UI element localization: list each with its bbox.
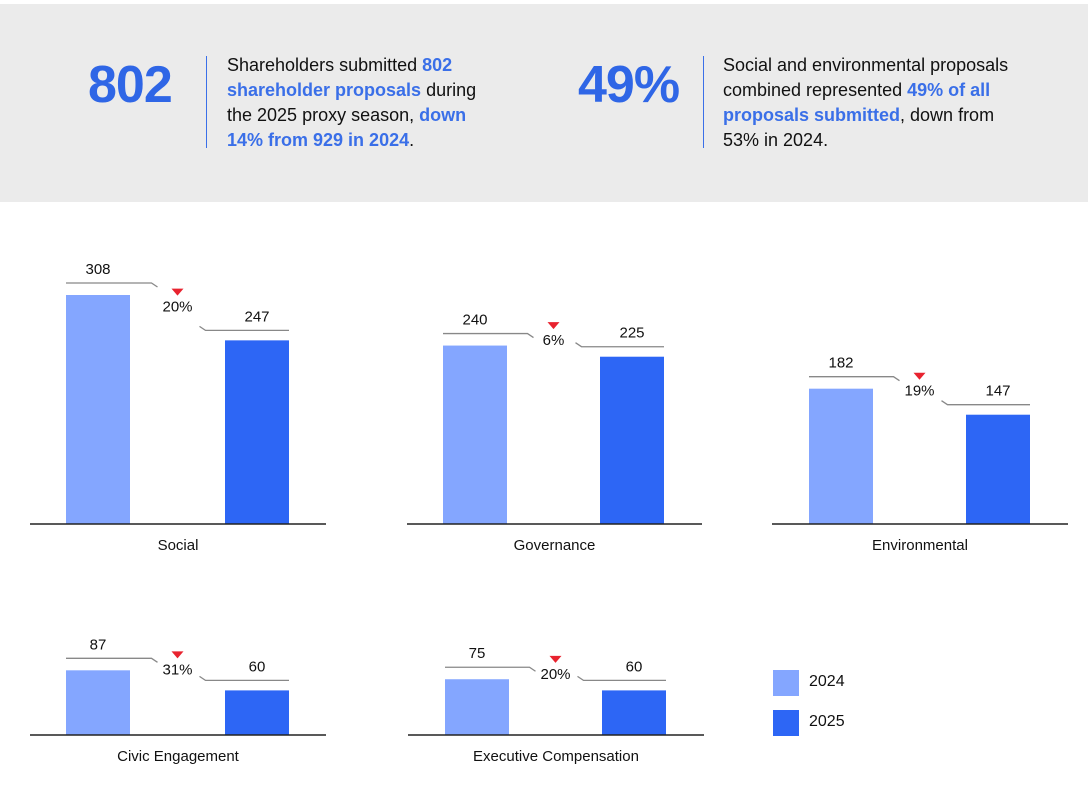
bar-2025 [600, 356, 664, 524]
stat-number-share: 49% [578, 56, 680, 114]
category-label: Social [158, 537, 199, 554]
category-label: Civic Engagement [117, 748, 240, 765]
bar-2024 [443, 345, 507, 524]
body-text: Social and environmental proposals combi… [723, 55, 1009, 100]
category-label: Executive Compensation [473, 748, 639, 765]
highlight-text: 49% of all proposals submitted [723, 80, 991, 125]
stat-number-proposals: 802 [88, 56, 173, 114]
change-label: 20% [540, 666, 570, 683]
change-label: 20% [162, 299, 192, 316]
summary-banner: 802 Shareholders submitted 802 sharehold… [0, 4, 1088, 202]
down-arrow-icon [171, 288, 184, 296]
bar-2024 [445, 679, 509, 735]
down-arrow-icon [547, 322, 560, 330]
stat-divider [206, 56, 207, 148]
down-arrow-icon [171, 651, 184, 659]
change-connector [445, 666, 666, 682]
category-label: Governance [514, 537, 596, 554]
change-connector [66, 657, 289, 682]
value-label-2024: 75 [469, 645, 486, 662]
change-label: 6% [543, 332, 565, 349]
highlight-text: down 14% from 929 in 2024 [227, 105, 467, 150]
value-label-2024: 240 [462, 312, 487, 329]
value-label-2025: 147 [985, 383, 1010, 400]
change-connector [66, 282, 289, 332]
bar-2025 [602, 690, 666, 735]
bar-2024 [809, 388, 873, 524]
stat-text-share: Social and environmental proposals combi… [723, 53, 1013, 153]
value-label-2025: 60 [626, 658, 643, 675]
legend-label: 2024 [809, 673, 845, 690]
bar-2025 [225, 340, 289, 524]
change-connector [809, 376, 1030, 406]
legend-swatch-2025 [773, 710, 799, 736]
body-text: . [409, 130, 415, 150]
value-label-2025: 225 [619, 325, 644, 342]
bar-2024 [66, 670, 130, 735]
legend-label: 2025 [809, 713, 845, 730]
bar-2025 [225, 690, 289, 735]
bar-2025 [966, 414, 1030, 524]
value-label-2024: 182 [828, 355, 853, 372]
highlight-text: 802 shareholder proposals [227, 55, 453, 100]
body-text: , down from 53% in 2024. [723, 105, 995, 150]
value-label-2025: 247 [244, 308, 269, 325]
change-label: 19% [904, 383, 934, 400]
value-label-2024: 87 [90, 636, 107, 653]
category-label: Environmental [872, 537, 968, 554]
body-text: Shareholders submitted [227, 55, 423, 75]
bar-2024 [66, 295, 130, 524]
down-arrow-icon [549, 655, 562, 663]
value-label-2025: 60 [249, 658, 266, 675]
change-label: 31% [162, 661, 192, 678]
change-connector [443, 332, 664, 348]
value-label-2024: 308 [85, 261, 110, 278]
body-text: during the 2025 proxy season, [227, 80, 477, 125]
stat-divider [703, 56, 704, 148]
down-arrow-icon [913, 372, 926, 380]
stat-text-proposals: Shareholders submitted 802 shareholder p… [227, 53, 489, 153]
legend-swatch-2024 [773, 670, 799, 696]
